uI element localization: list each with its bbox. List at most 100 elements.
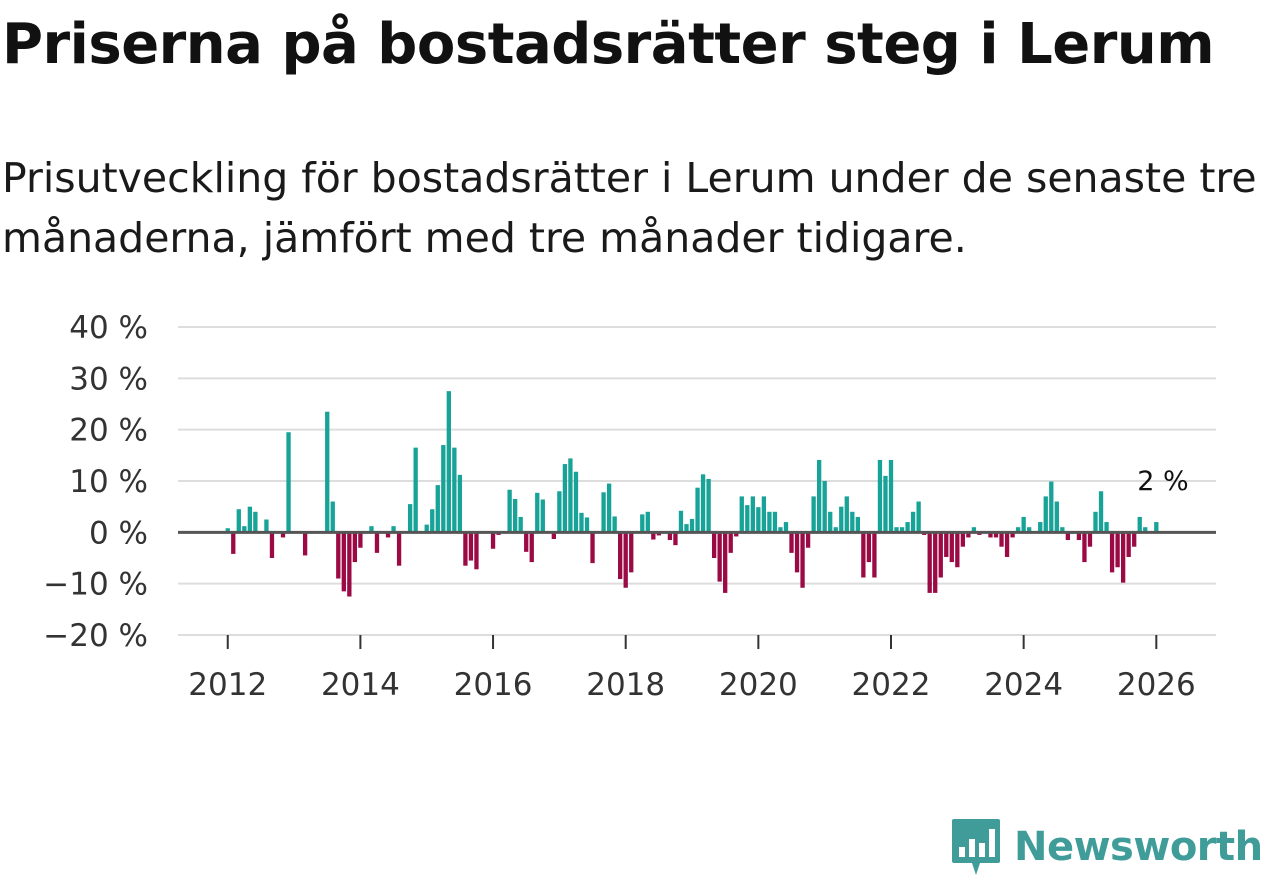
bar	[816, 459, 822, 533]
bar	[734, 532, 739, 537]
bar	[850, 511, 855, 533]
bar	[468, 532, 474, 561]
bar	[938, 532, 943, 578]
bar	[396, 532, 402, 566]
bar	[612, 516, 617, 533]
bar	[905, 522, 910, 533]
bar	[750, 496, 755, 533]
bar	[1060, 527, 1065, 533]
bar	[988, 532, 993, 538]
bar	[783, 522, 789, 533]
y-tick-label: 20 %	[69, 413, 148, 449]
y-tick-label: −10 %	[43, 567, 148, 603]
bar	[1038, 522, 1043, 533]
bar	[866, 532, 872, 563]
bar	[474, 532, 479, 570]
bar	[601, 492, 606, 533]
bar	[1132, 532, 1137, 547]
bar	[242, 526, 247, 533]
bar	[844, 496, 849, 533]
bar	[441, 445, 446, 533]
bar	[861, 532, 866, 578]
bar	[877, 459, 883, 533]
bar	[805, 532, 811, 548]
bar	[811, 496, 816, 533]
bar	[1126, 532, 1131, 557]
bar	[325, 411, 330, 533]
x-tick-label: 2016	[454, 667, 533, 703]
bar	[822, 481, 827, 533]
bar	[1027, 527, 1032, 533]
bar	[1137, 516, 1142, 533]
bar	[955, 532, 960, 568]
bar	[490, 532, 496, 549]
bar	[1015, 527, 1021, 533]
bar	[966, 532, 971, 538]
bar	[253, 511, 258, 533]
bar	[247, 506, 253, 533]
bar	[1098, 491, 1104, 533]
bar	[385, 532, 391, 538]
bar	[347, 532, 352, 597]
bar-chart: 40 %30 %20 %10 %0 %−10 %−20 % 2012 2014 20…	[43, 310, 1216, 703]
bar	[424, 524, 429, 533]
bar	[944, 532, 949, 557]
bar	[535, 492, 540, 533]
bar	[706, 478, 711, 533]
bar	[645, 511, 650, 533]
bar	[1093, 511, 1098, 533]
bar	[573, 471, 579, 533]
bar	[1021, 516, 1026, 533]
bar	[225, 528, 230, 533]
bar	[584, 517, 590, 533]
bar	[761, 496, 767, 533]
x-tick-label: 2024	[984, 667, 1063, 703]
bar	[1043, 496, 1048, 533]
bar	[745, 505, 750, 533]
bar	[828, 511, 833, 533]
bar	[651, 532, 656, 540]
bar	[618, 532, 623, 580]
latest-value-annotation: 2 %	[1137, 466, 1188, 497]
x-tick-label: 2012	[188, 667, 267, 703]
x-tick-label: 2014	[321, 667, 400, 703]
bar	[352, 532, 358, 563]
bar	[341, 532, 346, 592]
chart-subtitle: Prisutveckling för bostadsrätter i Lerum…	[2, 154, 1257, 262]
bar	[894, 527, 899, 533]
x-tick-label: 2018	[586, 667, 665, 703]
bar	[1010, 532, 1015, 538]
bar	[717, 532, 722, 582]
bar	[1143, 527, 1148, 533]
bars	[225, 391, 1159, 597]
bar	[772, 511, 778, 533]
bar	[971, 527, 977, 533]
bar	[767, 511, 772, 533]
bar	[430, 509, 435, 533]
bar	[358, 532, 363, 548]
bar	[557, 491, 562, 533]
bar	[264, 519, 269, 533]
bar	[1154, 522, 1159, 533]
bar	[286, 432, 291, 533]
bar	[888, 459, 894, 533]
bar	[667, 532, 673, 541]
x-axis: 2012 2014 2016 2018 2020 2022 2024 2026	[178, 634, 1216, 703]
grid-lines	[178, 326, 1216, 636]
bar	[656, 532, 662, 536]
bar	[778, 527, 783, 533]
bar	[833, 527, 838, 533]
bar	[236, 509, 241, 533]
bar	[678, 510, 684, 533]
bar	[839, 506, 844, 533]
bar	[435, 485, 440, 533]
bar	[949, 532, 954, 563]
bar	[568, 458, 573, 533]
bar	[899, 527, 905, 533]
bar	[739, 496, 744, 533]
bar	[374, 532, 380, 553]
chart-title: Priserna på bostadsrätter steg i Lerum	[2, 12, 1215, 77]
bar	[999, 532, 1004, 547]
bar	[629, 532, 634, 573]
bar	[993, 532, 999, 538]
